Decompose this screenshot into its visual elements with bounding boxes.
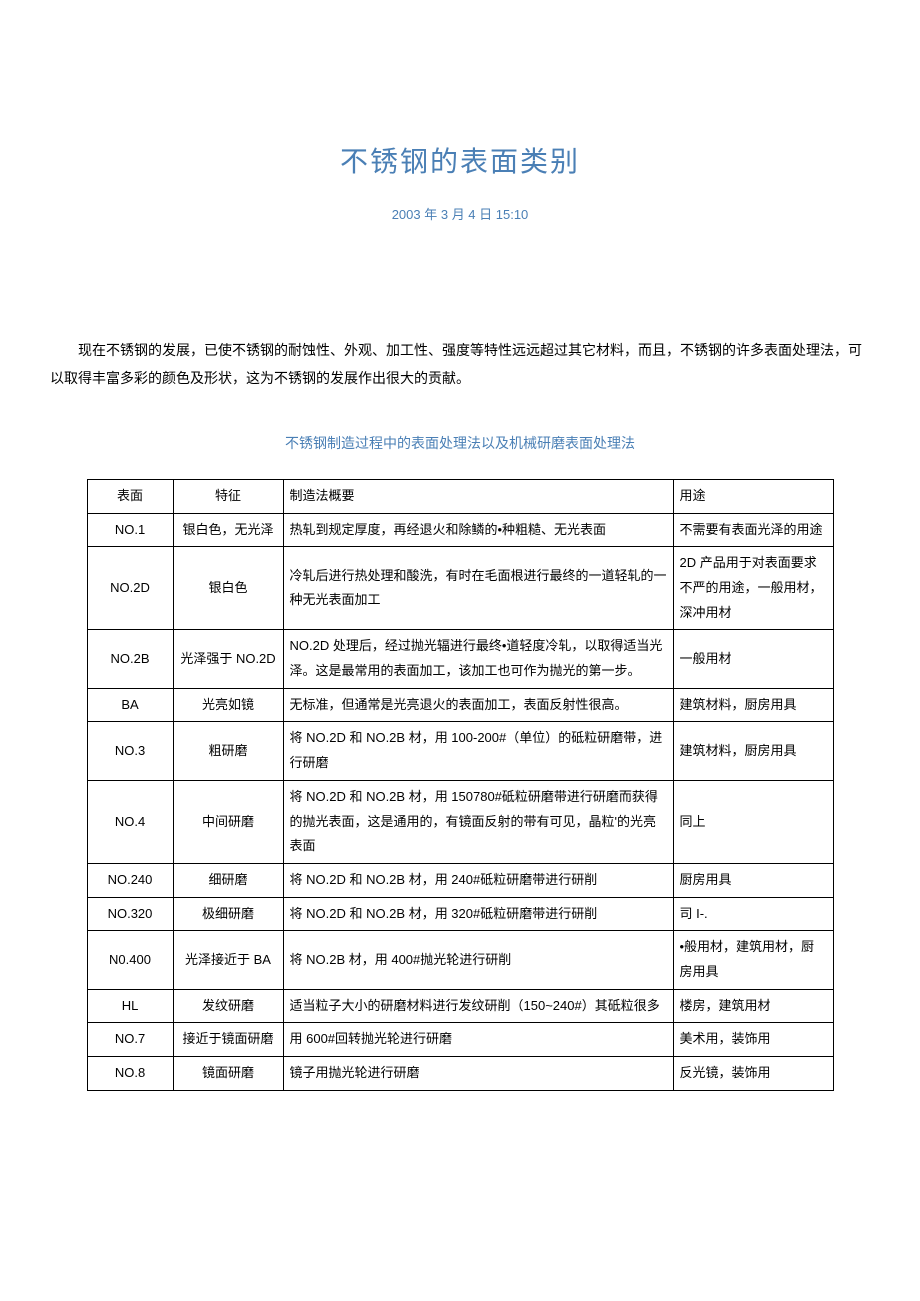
cell-feature: 银白色 [173, 547, 283, 630]
cell-method: 冷轧后进行热处理和酸洗，有时在毛面根进行最终的一道轻轧的一种无光表面加工 [283, 547, 673, 630]
cell-feature: 光泽接近于 BA [173, 931, 283, 989]
cell-feature: 中间研磨 [173, 780, 283, 863]
table-row: HL发纹研磨适当粒子大小的研磨材料进行发纹研削（150~240#）其砥粒很多楼房… [87, 989, 833, 1023]
cell-usage: •般用材，建筑用材，厨房用具 [673, 931, 833, 989]
cell-surface: NO.1 [87, 513, 173, 547]
cell-feature: 接近于镜面研磨 [173, 1023, 283, 1057]
cell-surface: NO.8 [87, 1057, 173, 1091]
table-row: NO.3粗研磨将 NO.2D 和 NO.2B 材，用 100-200#（单位）的… [87, 722, 833, 780]
header-method: 制造法概要 [283, 479, 673, 513]
table-row: NO.2B光泽强于 NO.2DNO.2D 处理后，经过抛光辐进行最终•道轻度冷轧… [87, 630, 833, 688]
cell-feature: 细研磨 [173, 863, 283, 897]
cell-usage: 反光镜，装饰用 [673, 1057, 833, 1091]
cell-usage: 建筑材料，厨房用具 [673, 722, 833, 780]
cell-surface: NO.320 [87, 897, 173, 931]
cell-method: 将 NO.2D 和 NO.2B 材，用 240#砥粒研磨带进行研削 [283, 863, 673, 897]
table-row: NO.4中间研磨将 NO.2D 和 NO.2B 材，用 150780#砥粒研磨带… [87, 780, 833, 863]
page-title: 不锈钢的表面类别 [50, 140, 870, 185]
table-row: NO.240细研磨将 NO.2D 和 NO.2B 材，用 240#砥粒研磨带进行… [87, 863, 833, 897]
page-date: 2003 年 3 月 4 日 15:10 [50, 205, 870, 226]
header-surface: 表面 [87, 479, 173, 513]
table-body: NO.1银白色，无光泽热轧到规定厚度，再经退火和除鳞的•种粗糙、无光表面不需要有… [87, 513, 833, 1090]
cell-usage: 2D 产品用于对表面要求不严的用途，一般用材，深冲用材 [673, 547, 833, 630]
cell-method: 将 NO.2B 材，用 400#抛光轮进行研削 [283, 931, 673, 989]
cell-surface: N0.400 [87, 931, 173, 989]
cell-feature: 光泽强于 NO.2D [173, 630, 283, 688]
cell-usage: 司 I-. [673, 897, 833, 931]
table-row: NO.7接近于镜面研磨用 600#回转抛光轮进行研磨美术用，装饰用 [87, 1023, 833, 1057]
table-row: NO.320极细研磨将 NO.2D 和 NO.2B 材，用 320#砥粒研磨带进… [87, 897, 833, 931]
header-usage: 用途 [673, 479, 833, 513]
cell-surface: NO.4 [87, 780, 173, 863]
cell-method: NO.2D 处理后，经过抛光辐进行最终•道轻度冷轧，以取得适当光泽。这是最常用的… [283, 630, 673, 688]
table-row: NO.8镜面研磨镜子用抛光轮进行研磨反光镜，装饰用 [87, 1057, 833, 1091]
table-subtitle: 不锈钢制造过程中的表面处理法以及机械研磨表面处理法 [50, 432, 870, 454]
cell-method: 适当粒子大小的研磨材料进行发纹研削（150~240#）其砥粒很多 [283, 989, 673, 1023]
cell-usage: 美术用，装饰用 [673, 1023, 833, 1057]
table-row: NO.1银白色，无光泽热轧到规定厚度，再经退火和除鳞的•种粗糙、无光表面不需要有… [87, 513, 833, 547]
table-row: N0.400光泽接近于 BA将 NO.2B 材，用 400#抛光轮进行研削•般用… [87, 931, 833, 989]
cell-usage: 建筑材料，厨房用具 [673, 688, 833, 722]
cell-method: 镜子用抛光轮进行研磨 [283, 1057, 673, 1091]
cell-feature: 粗研磨 [173, 722, 283, 780]
table-row: NO.2D银白色冷轧后进行热处理和酸洗，有时在毛面根进行最终的一道轻轧的一种无光… [87, 547, 833, 630]
cell-feature: 光亮如镜 [173, 688, 283, 722]
cell-method: 无标准，但通常是光亮退火的表面加工，表面反射性很高。 [283, 688, 673, 722]
cell-surface: NO.3 [87, 722, 173, 780]
cell-method: 将 NO.2D 和 NO.2B 材，用 100-200#（单位）的砥粒研磨带，进… [283, 722, 673, 780]
cell-surface: NO.240 [87, 863, 173, 897]
cell-feature: 发纹研磨 [173, 989, 283, 1023]
table-row: BA光亮如镜无标准，但通常是光亮退火的表面加工，表面反射性很高。建筑材料，厨房用… [87, 688, 833, 722]
cell-surface: NO.2D [87, 547, 173, 630]
cell-method: 用 600#回转抛光轮进行研磨 [283, 1023, 673, 1057]
cell-feature: 镜面研磨 [173, 1057, 283, 1091]
cell-usage: 楼房，建筑用材 [673, 989, 833, 1023]
cell-feature: 银白色，无光泽 [173, 513, 283, 547]
cell-feature: 极细研磨 [173, 897, 283, 931]
cell-surface: NO.7 [87, 1023, 173, 1057]
cell-usage: 厨房用具 [673, 863, 833, 897]
cell-surface: HL [87, 989, 173, 1023]
cell-method: 将 NO.2D 和 NO.2B 材，用 320#砥粒研磨带进行研削 [283, 897, 673, 931]
cell-method: 热轧到规定厚度，再经退火和除鳞的•种粗糙、无光表面 [283, 513, 673, 547]
surface-table: 表面 特征 制造法概要 用途 NO.1银白色，无光泽热轧到规定厚度，再经退火和除… [87, 479, 834, 1091]
table-header-row: 表面 特征 制造法概要 用途 [87, 479, 833, 513]
intro-paragraph: 现在不锈钢的发展，已使不锈钢的耐蚀性、外观、加工性、强度等特性远远超过其它材料，… [50, 336, 870, 392]
cell-usage: 不需要有表面光泽的用途 [673, 513, 833, 547]
cell-surface: NO.2B [87, 630, 173, 688]
cell-method: 将 NO.2D 和 NO.2B 材，用 150780#砥粒研磨带进行研磨而获得的… [283, 780, 673, 863]
header-feature: 特征 [173, 479, 283, 513]
cell-surface: BA [87, 688, 173, 722]
cell-usage: 一般用材 [673, 630, 833, 688]
cell-usage: 同上 [673, 780, 833, 863]
